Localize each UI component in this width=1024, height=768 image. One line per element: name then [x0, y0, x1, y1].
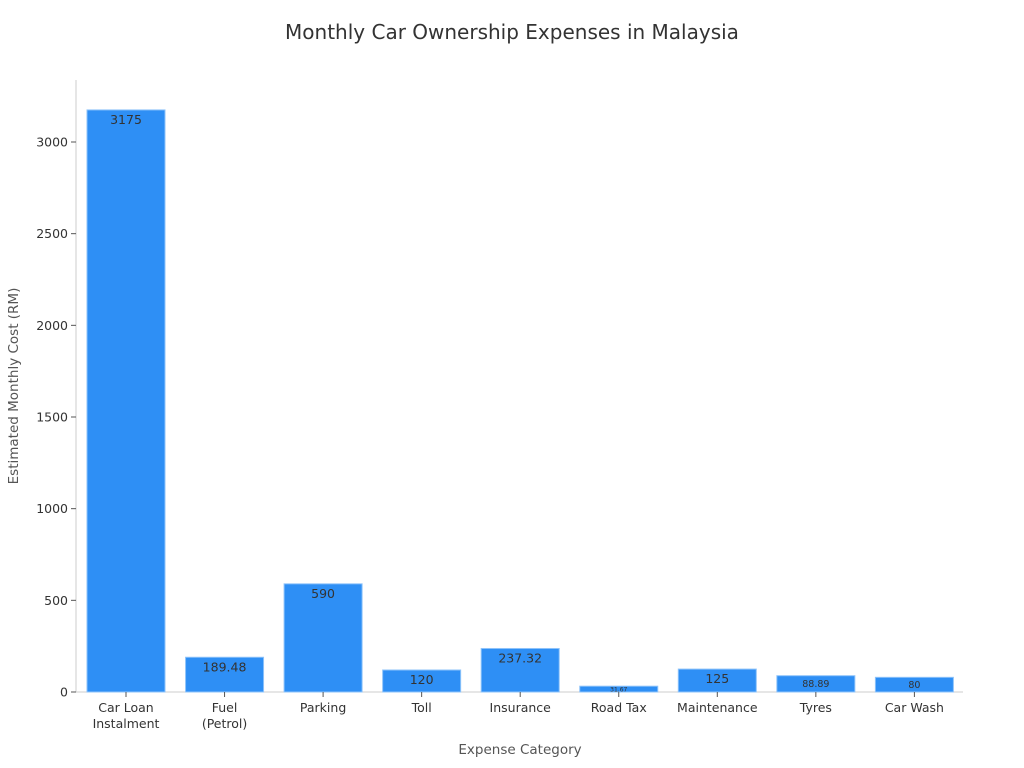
y-tick-label: 2000 — [36, 318, 68, 333]
bar-value-label: 80 — [908, 680, 920, 691]
bar-value-label: 125 — [705, 671, 729, 686]
x-tick-label: Toll — [411, 700, 432, 715]
y-tick-label: 3000 — [36, 135, 68, 150]
bar-value-label: 590 — [311, 586, 335, 601]
chart-title: Monthly Car Ownership Expenses in Malays… — [285, 20, 739, 44]
bar-value-label: 31.67 — [610, 687, 627, 694]
y-tick-label: 2500 — [36, 226, 68, 241]
bar-value-label: 189.48 — [203, 659, 247, 674]
y-tick-label: 1000 — [36, 501, 68, 516]
x-tick-label: Road Tax — [591, 700, 647, 715]
x-tick-label: Car Wash — [885, 700, 944, 715]
x-tick-label: (Petrol) — [202, 716, 247, 731]
x-tick-label: Parking — [300, 700, 346, 715]
bar[interactable] — [185, 656, 265, 693]
x-tick-label: Tyres — [799, 700, 832, 715]
bar-value-label: 3175 — [110, 112, 142, 127]
y-axis-label: Estimated Monthly Cost (RM) — [6, 287, 22, 485]
x-tick-label: Instalment — [93, 716, 160, 731]
bar-value-label: 237.32 — [498, 650, 542, 665]
bar[interactable] — [86, 109, 166, 693]
y-tick-label: 500 — [44, 593, 68, 608]
x-tick-label: Car Loan — [98, 700, 153, 715]
x-tick-label: Maintenance — [677, 700, 758, 715]
x-tick-label: Fuel — [212, 700, 238, 715]
y-tick-label: 1500 — [36, 410, 68, 425]
bar-value-label: 120 — [410, 672, 434, 687]
x-axis-label: Expense Category — [458, 742, 582, 758]
y-tick-label: 0 — [60, 685, 68, 700]
x-tick-label: Insurance — [490, 700, 552, 715]
bar[interactable] — [480, 647, 560, 693]
bar-value-label: 88.89 — [802, 679, 829, 690]
bar[interactable] — [283, 583, 363, 693]
